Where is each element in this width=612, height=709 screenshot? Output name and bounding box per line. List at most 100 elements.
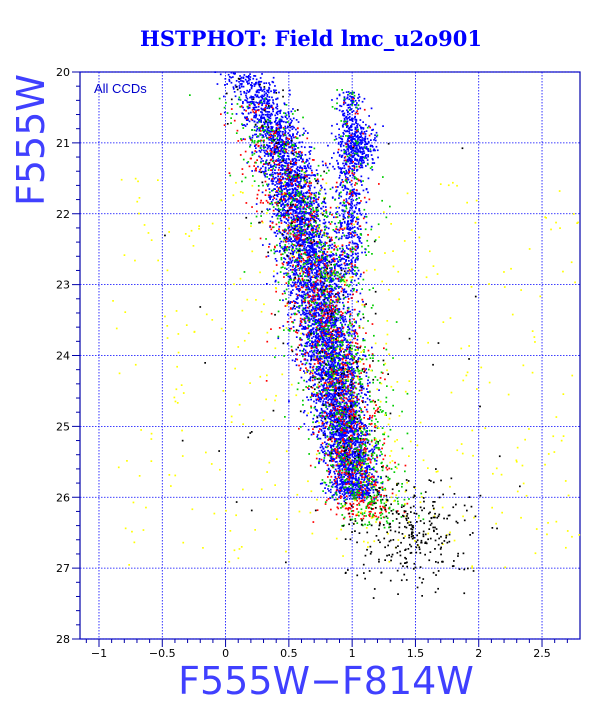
data-point xyxy=(304,167,306,169)
data-point xyxy=(284,210,287,212)
data-point xyxy=(287,313,289,316)
data-point xyxy=(322,386,325,388)
data-point xyxy=(362,387,365,390)
data-point xyxy=(358,434,360,436)
data-point xyxy=(219,73,222,76)
data-point xyxy=(319,326,321,329)
data-point xyxy=(270,121,273,124)
data-point xyxy=(272,173,274,176)
data-point xyxy=(312,395,315,397)
data-point xyxy=(337,443,339,445)
data-point xyxy=(292,196,294,199)
data-point xyxy=(270,152,272,154)
data-point xyxy=(305,312,307,315)
data-point xyxy=(329,316,332,319)
data-point xyxy=(353,424,355,427)
data-point xyxy=(273,149,276,151)
data-point xyxy=(307,223,310,226)
data-point xyxy=(295,163,297,166)
data-point xyxy=(329,162,331,165)
data-point xyxy=(346,375,348,378)
data-point xyxy=(343,382,346,385)
data-point xyxy=(293,209,295,212)
data-point xyxy=(295,271,298,274)
data-point xyxy=(329,414,332,417)
data-point xyxy=(238,85,241,87)
data-point xyxy=(368,474,370,476)
data-point xyxy=(253,103,255,105)
data-point xyxy=(310,241,312,244)
data-point xyxy=(339,247,341,250)
data-point xyxy=(337,411,339,413)
data-point xyxy=(294,170,297,173)
data-point xyxy=(263,163,266,165)
data-point xyxy=(267,144,269,147)
data-point xyxy=(314,408,317,411)
data-point xyxy=(318,430,320,433)
data-point xyxy=(341,389,344,391)
data-point xyxy=(301,302,303,304)
data-point xyxy=(334,372,337,374)
data-point xyxy=(271,216,274,218)
data-point xyxy=(306,233,308,235)
data-point xyxy=(342,372,344,374)
data-point xyxy=(289,269,292,271)
data-point xyxy=(302,295,305,298)
data-point xyxy=(289,181,292,184)
data-point xyxy=(332,448,335,451)
data-point xyxy=(305,170,307,173)
data-point xyxy=(285,222,288,224)
data-point xyxy=(346,491,349,493)
data-point xyxy=(287,212,289,215)
data-point xyxy=(277,209,280,212)
data-point xyxy=(342,483,345,486)
data-point xyxy=(271,140,273,143)
data-point xyxy=(336,409,339,412)
data-point xyxy=(347,467,350,470)
data-point xyxy=(309,291,311,293)
data-point xyxy=(380,477,382,480)
data-point xyxy=(273,89,275,91)
data-point xyxy=(309,254,311,257)
data-point xyxy=(332,337,335,339)
data-point xyxy=(291,119,293,122)
data-point xyxy=(344,296,347,298)
data-point xyxy=(320,273,323,276)
data-point xyxy=(315,215,317,218)
data-point xyxy=(261,90,264,92)
data-point xyxy=(298,216,301,219)
data-point xyxy=(297,244,299,246)
data-point xyxy=(332,433,334,436)
data-point xyxy=(330,360,333,363)
data-point xyxy=(249,144,252,146)
data-point xyxy=(283,204,286,207)
data-point xyxy=(290,166,293,168)
data-point xyxy=(223,111,226,114)
data-point xyxy=(330,273,332,276)
data-point xyxy=(285,217,288,220)
data-point xyxy=(340,340,342,342)
data-point xyxy=(268,117,270,119)
data-point xyxy=(269,113,271,116)
data-point xyxy=(294,151,296,154)
data-point xyxy=(327,396,329,398)
data-point xyxy=(338,432,341,435)
data-point xyxy=(277,337,280,340)
data-point xyxy=(292,240,294,242)
data-point xyxy=(340,375,343,378)
data-point xyxy=(296,306,298,308)
data-point xyxy=(327,352,329,355)
data-point xyxy=(258,118,261,121)
data-point xyxy=(277,178,279,180)
data-point xyxy=(322,303,324,306)
data-point xyxy=(306,315,309,318)
data-point xyxy=(314,301,317,304)
data-point xyxy=(273,163,276,166)
data-point xyxy=(340,478,343,481)
data-point xyxy=(318,290,320,292)
data-point xyxy=(337,372,340,375)
data-point xyxy=(350,441,353,444)
data-point xyxy=(310,174,312,177)
data-point xyxy=(325,412,328,414)
data-point xyxy=(350,350,352,353)
